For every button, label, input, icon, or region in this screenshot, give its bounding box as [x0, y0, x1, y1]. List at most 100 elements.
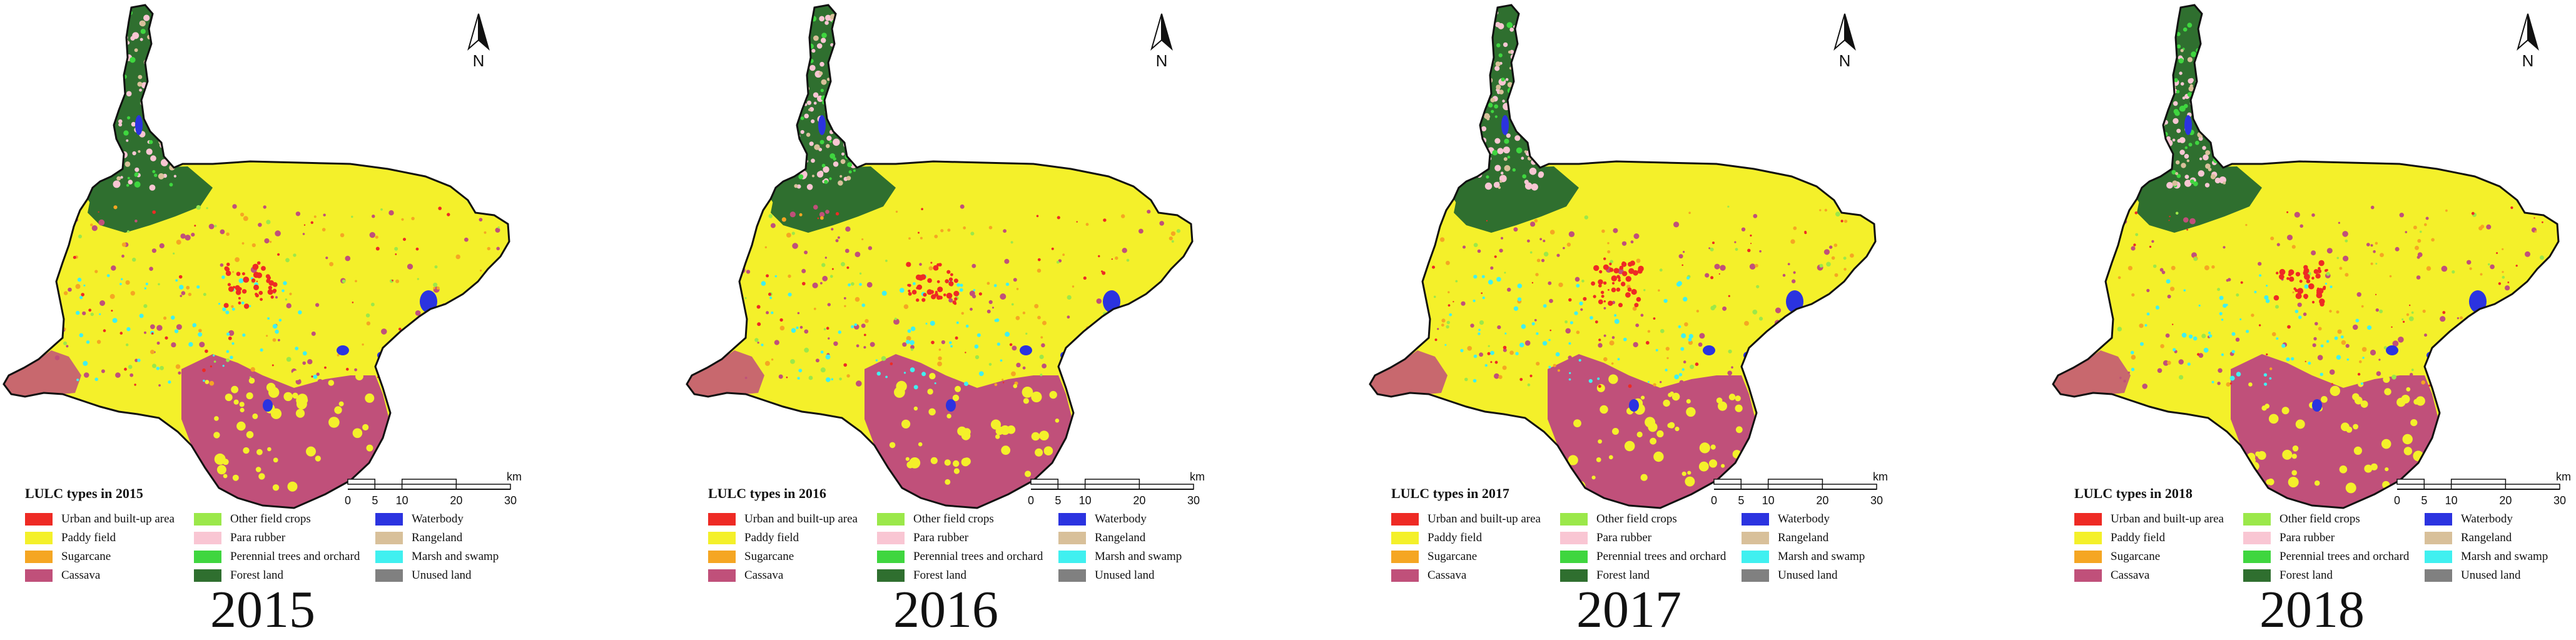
- legend-label: Para rubber: [230, 531, 286, 544]
- landuse-patch: [1524, 150, 1528, 153]
- landuse-patch: [2318, 260, 2325, 267]
- landuse-patch: [931, 294, 936, 300]
- landuse-patch: [415, 310, 421, 316]
- landuse-patch: [2256, 372, 2259, 375]
- landuse-patch: [1076, 221, 1078, 223]
- waterbody: [263, 399, 273, 412]
- landuse-patch: [766, 274, 769, 278]
- landuse-patch: [935, 290, 938, 294]
- landuse-patch: [186, 285, 190, 290]
- landuse-patch: [737, 312, 743, 317]
- landuse-patch: [2396, 397, 2406, 407]
- landuse-patch: [927, 389, 933, 395]
- landuse-patch: [171, 66, 176, 72]
- landuse-patch: [255, 292, 258, 296]
- landuse-patch: [2452, 270, 2455, 274]
- landuse-patch: [2216, 138, 2219, 141]
- landuse-patch: [1010, 241, 1013, 244]
- landuse-patch: [1439, 237, 1445, 242]
- landuse-patch: [407, 263, 413, 270]
- landuse-patch: [156, 342, 160, 345]
- landuse-patch: [960, 204, 965, 209]
- landuse-patch: [823, 166, 829, 173]
- landuse-patch: [1041, 343, 1045, 348]
- landuse-patch: [103, 329, 106, 332]
- landuse-patch: [1460, 348, 1464, 353]
- landuse-patch: [1126, 258, 1130, 262]
- landuse-patch: [1155, 289, 1158, 292]
- landuse-patch: [849, 33, 854, 37]
- landuse-patch: [843, 94, 846, 97]
- landuse-patch: [1025, 470, 1032, 477]
- landuse-patch: [1663, 298, 1668, 303]
- landuse-patch: [2381, 439, 2391, 449]
- landuse-patch: [480, 269, 482, 272]
- landuse-patch: [1518, 69, 1523, 73]
- landuse-patch: [824, 257, 827, 259]
- landuse-patch: [2219, 49, 2223, 53]
- landuse-patch: [913, 385, 918, 390]
- landuse-patch: [278, 338, 280, 342]
- landuse-patch: [2281, 407, 2289, 415]
- landuse-patch: [1728, 295, 1730, 297]
- landuse-patch: [813, 307, 816, 310]
- landuse-patch: [1483, 41, 1487, 45]
- landuse-patch: [1749, 263, 1756, 270]
- landuse-patch: [1446, 260, 1450, 265]
- landuse-patch: [248, 377, 255, 384]
- landuse-patch: [833, 138, 840, 146]
- landuse-patch: [851, 59, 856, 64]
- landuse-patch: [2219, 295, 2224, 300]
- landuse-patch: [1524, 66, 1529, 71]
- legend-swatch: [1391, 551, 1419, 563]
- landuse-patch: [464, 237, 469, 242]
- landuse-patch: [1632, 307, 1637, 311]
- scale-tick-label: 5: [1738, 494, 1745, 507]
- landuse-patch: [2413, 225, 2417, 230]
- landuse-patch: [1539, 238, 1542, 241]
- landuse-patch: [1722, 306, 1727, 311]
- landuse-patch: [236, 272, 241, 277]
- legend-item: Para rubber: [877, 529, 1043, 547]
- landuse-patch: [83, 360, 88, 366]
- landuse-patch: [1001, 378, 1004, 381]
- scale-tick-label: 20: [2499, 494, 2512, 507]
- landuse-patch: [2188, 334, 2193, 339]
- landuse-patch: [853, 94, 861, 102]
- landuse-patch: [2329, 310, 2332, 313]
- landuse-patch: [2316, 290, 2321, 295]
- landuse-patch: [2320, 344, 2324, 348]
- landuse-patch: [369, 231, 375, 238]
- scale-tick-label: 5: [2421, 494, 2428, 507]
- landuse-patch: [2336, 310, 2340, 314]
- landuse-patch: [2502, 375, 2506, 378]
- landuse-patch: [802, 51, 807, 56]
- landuse-patch: [152, 170, 156, 173]
- landuse-patch: [1040, 336, 1043, 339]
- legend-item: Sugarcane: [1391, 547, 1541, 566]
- landuse-patch: [2281, 343, 2286, 348]
- landuse-patch: [2360, 382, 2363, 385]
- landuse-patch: [150, 324, 155, 330]
- landuse-patch: [1067, 315, 1070, 319]
- legend-item: Rangeland: [1742, 529, 1865, 547]
- landuse-patch: [2366, 243, 2370, 246]
- landuse-patch: [2266, 285, 2268, 287]
- landuse-patch: [286, 303, 292, 308]
- landuse-patch: [1508, 97, 1514, 103]
- landuse-patch: [2340, 335, 2344, 339]
- legend-label: Urban and built-up area: [2111, 512, 2224, 526]
- landuse-patch: [2352, 324, 2358, 330]
- legend-label: Urban and built-up area: [1427, 512, 1541, 526]
- landuse-patch: [2391, 326, 2393, 328]
- landuse-patch: [2211, 380, 2214, 383]
- landuse-patch: [126, 327, 131, 332]
- landuse-patch: [225, 310, 230, 315]
- landuse-patch: [1003, 382, 1005, 383]
- landuse-patch: [362, 424, 369, 431]
- landuse-patch: [82, 311, 86, 315]
- landuse-patch: [398, 361, 400, 363]
- landuse-patch: [243, 216, 248, 221]
- landuse-patch: [2303, 293, 2308, 299]
- landuse-patch: [1653, 451, 1664, 462]
